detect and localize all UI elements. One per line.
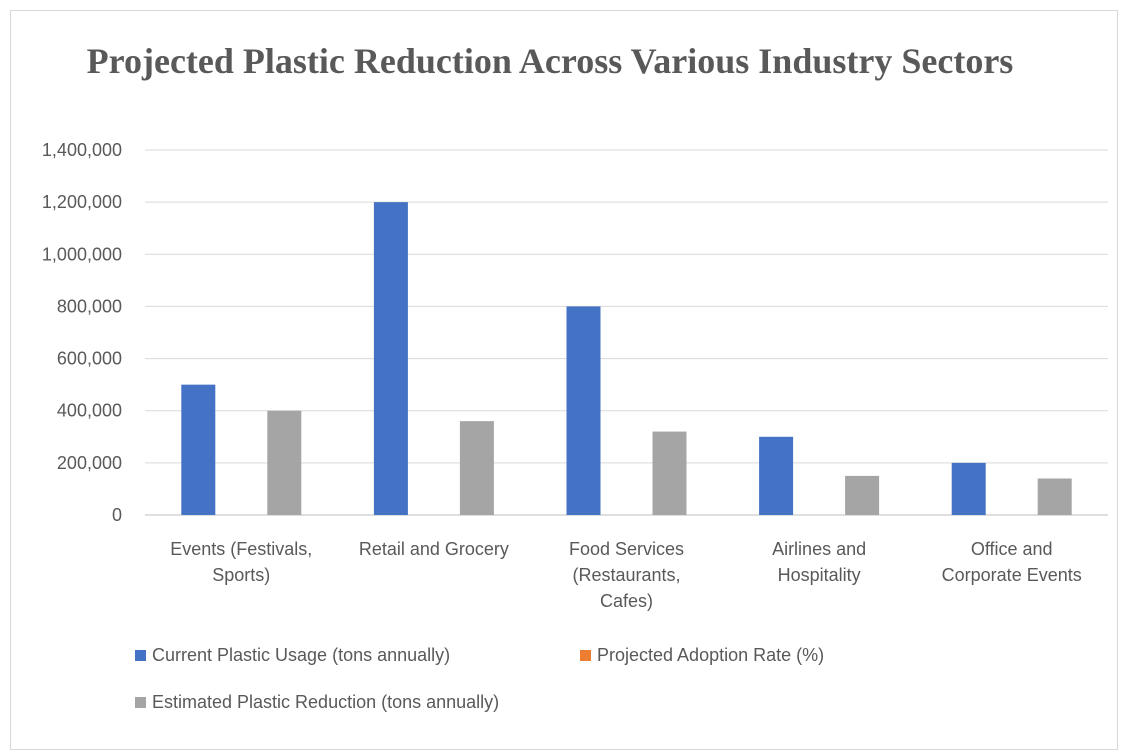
y-tick-label: 0 [112,505,122,525]
bar [1037,478,1072,515]
x-category-label: Hospitality [778,565,861,585]
legend-swatch [135,650,146,661]
bar [845,475,880,515]
bar [951,462,986,515]
legend-item: Estimated Plastic Reduction (tons annual… [135,692,499,713]
y-tick-label: 1,000,000 [42,244,122,264]
y-tick-label: 800,000 [57,296,122,316]
x-category-label: Corporate Events [942,565,1082,585]
x-category-label: (Restaurants, [572,565,680,585]
legend-item: Projected Adoption Rate (%) [580,645,824,666]
bar [566,306,601,515]
bar [373,202,408,515]
x-category-label: Events (Festivals, [170,539,312,559]
bar [459,421,494,515]
y-tick-label: 1,200,000 [42,192,122,212]
x-category-label: Cafes) [600,591,653,611]
y-tick-label: 200,000 [57,453,122,473]
y-tick-label: 600,000 [57,349,122,369]
legend-swatch [135,697,146,708]
legend-label: Projected Adoption Rate (%) [597,645,825,665]
legend-label: Current Plastic Usage (tons annually) [152,645,451,665]
y-tick-label: 400,000 [57,401,122,421]
legend-item: Current Plastic Usage (tons annually) [135,645,450,666]
legend-swatch [580,650,591,661]
bar [652,431,687,515]
bar-chart: 0 200,000 400,000 600,000 800,000 1,000,000 1,… [42,140,1108,611]
bar [181,384,216,515]
bar [267,410,302,515]
x-category-label: Office and [971,539,1053,559]
x-category-label: Retail and Grocery [359,539,509,559]
bar [759,436,794,515]
chart-title: Projected Plastic Reduction Across Vario… [86,41,1014,81]
x-category-label: Sports) [212,565,270,585]
legend-label: Estimated Plastic Reduction (tons annual… [152,692,500,712]
x-category-label: Airlines and [772,539,866,559]
y-tick-label: 1,400,000 [42,140,122,160]
x-category-label: Food Services [569,539,684,559]
chart-frame [10,10,1118,750]
